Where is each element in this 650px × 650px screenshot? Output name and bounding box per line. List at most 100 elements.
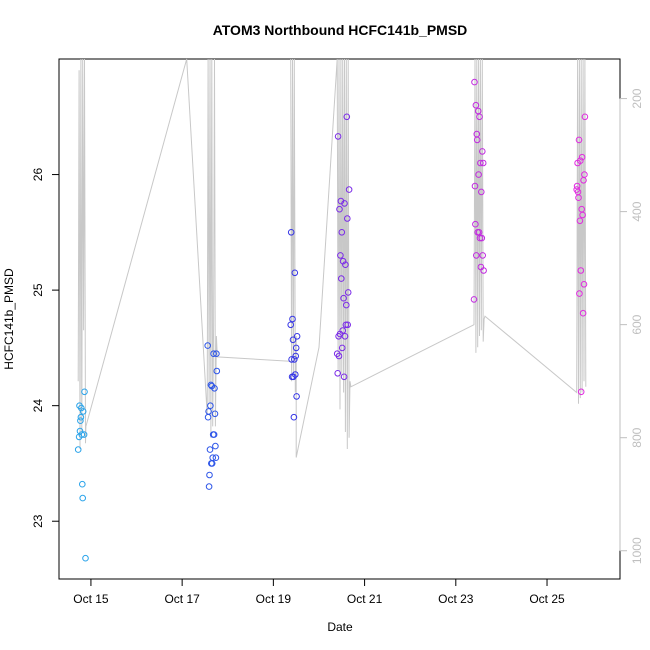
right-tick-label: 600 <box>630 314 644 334</box>
data-point <box>472 101 480 109</box>
y-axis-label: HCFC141b_PMSD <box>2 268 16 370</box>
data-point <box>478 234 486 242</box>
data-point <box>581 113 589 121</box>
data-point <box>292 344 300 352</box>
y-tick-label: 25 <box>31 283 45 297</box>
data-point <box>205 408 212 415</box>
data-point <box>479 159 487 167</box>
data-point <box>334 370 342 377</box>
data-point <box>210 350 217 358</box>
data-point <box>289 315 296 323</box>
data-point <box>580 281 588 288</box>
right-tick-label: 400 <box>630 201 644 221</box>
right-axis: 200 400 600 800 1000 <box>619 88 644 564</box>
data-point <box>341 200 348 207</box>
data-point <box>339 327 347 334</box>
x-tick-label: Oct 17 <box>164 592 200 606</box>
right-tick-label: 800 <box>630 427 644 447</box>
data-point <box>207 402 214 410</box>
data-point <box>204 413 212 421</box>
data-point <box>292 352 300 360</box>
data-point <box>209 454 216 462</box>
data-point <box>345 186 353 193</box>
data-point <box>77 413 85 421</box>
data-point <box>289 336 297 344</box>
data-point <box>213 367 221 375</box>
data-point <box>476 113 483 121</box>
data-point <box>477 159 484 167</box>
data-point <box>581 171 588 178</box>
y-axis: 23 24 25 26 <box>31 168 60 528</box>
data-point <box>291 356 298 363</box>
data-point <box>206 446 214 453</box>
data-point <box>473 136 481 144</box>
right-tick-label: 200 <box>630 88 644 108</box>
data-point <box>344 321 352 329</box>
data-point <box>206 471 213 479</box>
data-point <box>344 215 351 222</box>
data-point <box>338 229 346 236</box>
flight-trace-line <box>77 58 587 458</box>
data-point <box>212 442 219 450</box>
data-point <box>343 301 350 309</box>
data-point <box>579 309 587 317</box>
data-point <box>341 333 349 340</box>
data-point <box>287 321 295 329</box>
data-point <box>287 229 295 236</box>
data-point <box>472 220 479 228</box>
data-point <box>578 153 586 161</box>
y-tick-label: 26 <box>31 168 45 182</box>
data-point <box>74 446 82 453</box>
data-point <box>343 113 351 121</box>
data-point <box>81 388 88 396</box>
data-point <box>577 157 584 164</box>
data-point <box>342 321 350 329</box>
data-point <box>76 427 84 435</box>
x-tick-label: Oct 25 <box>529 592 565 606</box>
data-point <box>212 454 220 462</box>
data-point <box>577 388 585 396</box>
data-point <box>80 431 88 438</box>
data-point <box>335 352 343 360</box>
data-point <box>292 371 299 378</box>
data-point <box>336 205 343 213</box>
data-point <box>338 344 346 352</box>
data-point <box>210 431 218 438</box>
data-point <box>475 171 482 178</box>
data-point <box>204 342 211 349</box>
data-point <box>471 182 479 190</box>
x-tick-label: Oct 15 <box>73 592 109 606</box>
data-point <box>576 290 583 297</box>
data-point <box>288 356 295 363</box>
data-point <box>342 261 349 269</box>
x-tick-label: Oct 23 <box>438 592 474 606</box>
y-tick-label: 23 <box>31 514 45 528</box>
data-point <box>470 296 478 303</box>
data-point <box>476 234 484 242</box>
data-point <box>82 554 89 562</box>
data-point <box>78 431 86 438</box>
data-point <box>344 289 352 296</box>
data-point <box>290 413 298 421</box>
data-point <box>78 404 85 412</box>
data-point <box>579 211 586 219</box>
x-tick-label: Oct 21 <box>347 592 383 606</box>
chart-title: ATOM3 Northbound HCFC141b_PMSD <box>213 22 468 38</box>
data-point <box>207 381 215 389</box>
data-point <box>478 188 485 196</box>
data-point <box>471 78 478 86</box>
data-point <box>205 483 213 490</box>
data-point <box>473 252 480 259</box>
data-point <box>338 275 345 282</box>
data-point <box>479 148 486 155</box>
x-tick-label: Oct 19 <box>256 592 292 606</box>
data-point <box>79 480 86 488</box>
data-point <box>479 252 487 259</box>
flight-trace-layer <box>77 58 587 458</box>
data-point <box>340 373 348 381</box>
data-point <box>211 410 219 418</box>
data-point <box>79 494 86 502</box>
right-tick-label: 1000 <box>630 537 644 564</box>
data-point <box>576 217 584 225</box>
data-point <box>291 269 299 277</box>
